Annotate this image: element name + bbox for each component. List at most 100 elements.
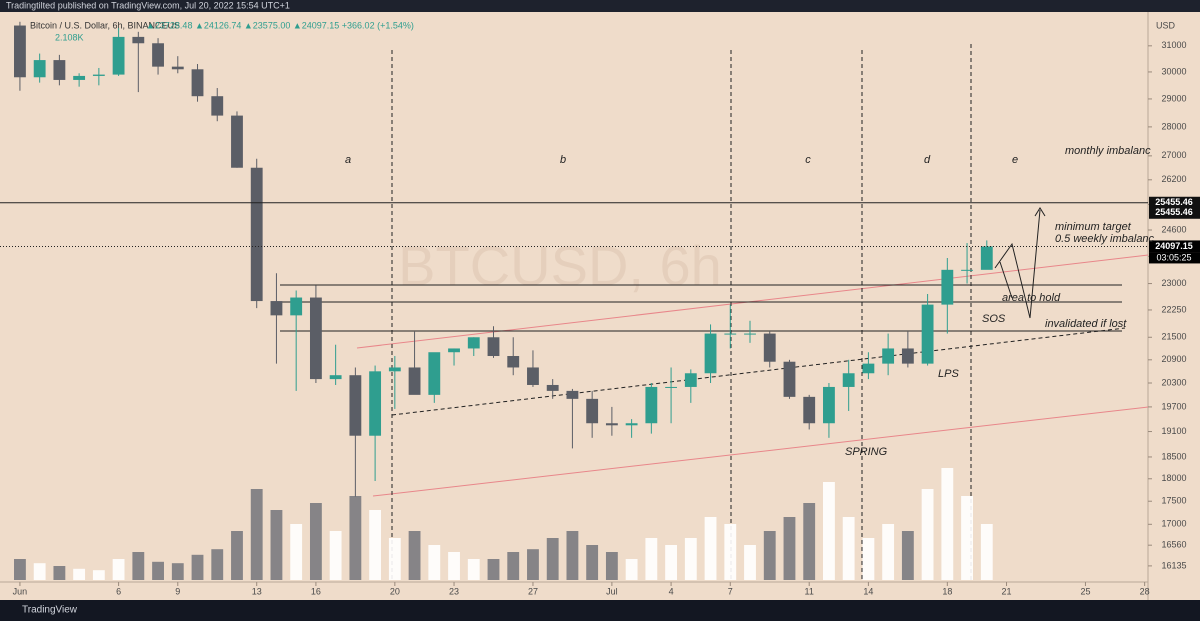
y-tick-label: 17000 xyxy=(1161,519,1186,529)
y-tick-label: 16135 xyxy=(1161,560,1186,570)
y-tick-label: 30000 xyxy=(1161,66,1186,76)
footer-bar xyxy=(0,600,1200,621)
y-tick-label: 24600 xyxy=(1161,224,1186,234)
channel-lower xyxy=(372,406,1149,497)
candle-body xyxy=(92,74,105,76)
volume-bar xyxy=(231,531,243,580)
candle-body xyxy=(309,297,322,380)
drawings xyxy=(280,44,1149,582)
candle-body xyxy=(546,384,559,391)
volume-bar xyxy=(171,563,184,580)
volume-bar xyxy=(290,524,303,580)
volume-bar xyxy=(349,496,362,580)
x-tick-label: 11 xyxy=(805,586,814,596)
publisher: Tradingtilted published on TradingView.c… xyxy=(6,0,290,10)
candle-body xyxy=(645,386,658,424)
annotation: LPS xyxy=(938,368,959,380)
volume-bar xyxy=(724,524,737,580)
candle-body xyxy=(704,333,717,374)
candle-body xyxy=(290,297,303,316)
candle-body xyxy=(921,304,934,364)
annotation: invalidated if lost xyxy=(1045,318,1127,330)
volume-bar xyxy=(448,552,460,580)
candle-body xyxy=(53,60,66,80)
volume-bar xyxy=(467,559,480,580)
volume-bar xyxy=(941,468,954,580)
y-tick-label: 31000 xyxy=(1161,40,1186,50)
y-tick-label: 29000 xyxy=(1161,93,1186,103)
annotation: area to hold xyxy=(1002,292,1061,304)
candle-body xyxy=(388,367,401,372)
x-tick-label: 16 xyxy=(311,586,321,596)
watermark: BTCUSD, 6h xyxy=(398,234,722,297)
volume-bar xyxy=(33,563,46,580)
candle-body xyxy=(33,60,46,78)
y-tick-label: 19700 xyxy=(1161,401,1186,411)
volume-bar xyxy=(803,503,816,580)
annotation: SPRING xyxy=(845,446,888,458)
candle-body xyxy=(665,386,678,388)
volume-bar xyxy=(152,561,164,580)
volume-bar xyxy=(586,545,599,580)
brand: TradingView xyxy=(22,605,78,616)
candle-body xyxy=(250,167,263,302)
volume-bar xyxy=(369,510,382,580)
candle-body xyxy=(724,333,737,335)
volume-bar xyxy=(408,531,421,580)
currency: USD xyxy=(1156,20,1176,30)
y-tick-label: 20900 xyxy=(1161,354,1186,364)
volume-bar xyxy=(388,538,401,580)
x-tick-label: 23 xyxy=(449,586,459,596)
y-tick-label: 18000 xyxy=(1161,473,1186,483)
x-tick-label: 25 xyxy=(1080,586,1090,596)
candle-body xyxy=(211,96,224,116)
volume-bar xyxy=(527,549,539,580)
annotation: monthly imbalanc xyxy=(1065,145,1151,157)
annotation: 0.5 weekly imbalanc xyxy=(1055,233,1155,245)
volume-bar xyxy=(625,559,638,580)
volume-bar xyxy=(704,517,717,580)
volume-bar xyxy=(783,517,796,580)
volume-bar xyxy=(428,545,441,580)
y-tick-label: 22250 xyxy=(1161,304,1186,314)
header-bar xyxy=(0,0,1200,12)
x-tick-label: 28 xyxy=(1140,586,1150,596)
candle-body xyxy=(625,423,638,426)
phase-label: d xyxy=(924,154,931,166)
price-label-box xyxy=(1149,196,1200,219)
candle-body xyxy=(862,363,875,374)
phase-label: b xyxy=(560,154,566,166)
candle-body xyxy=(428,352,441,395)
y-tick-label: 26200 xyxy=(1161,174,1186,184)
candle-body xyxy=(941,269,954,305)
volume-bar xyxy=(191,554,204,580)
candle-body xyxy=(605,423,618,426)
volume-bar xyxy=(329,531,342,580)
volume-bar xyxy=(763,531,776,580)
candle-body xyxy=(191,69,204,97)
volume-bar xyxy=(132,552,145,580)
x-tick-label: 4 xyxy=(669,586,674,596)
candle-body xyxy=(586,398,599,424)
volume-bar xyxy=(842,517,855,580)
projection-path xyxy=(999,261,1013,299)
annotation: SOS xyxy=(982,313,1006,325)
volume-bar xyxy=(507,552,520,580)
price-label: 25455.46 xyxy=(1155,207,1193,217)
candle-body xyxy=(171,66,184,70)
volume-bar xyxy=(744,545,756,580)
volume-bar xyxy=(645,538,658,580)
candle-body xyxy=(14,25,26,78)
arrow-head xyxy=(1034,207,1046,217)
candle-body xyxy=(132,36,145,44)
candle-body xyxy=(467,337,480,349)
candle-body xyxy=(73,75,86,80)
x-tick-label: 27 xyxy=(528,586,538,596)
candle-body xyxy=(763,333,776,362)
volume-bar xyxy=(53,566,66,580)
x-tick-label: 20 xyxy=(390,586,400,596)
y-tick-label: 17500 xyxy=(1161,496,1186,506)
candle-body xyxy=(329,375,342,380)
countdown: 03:05:25 xyxy=(1156,252,1191,262)
